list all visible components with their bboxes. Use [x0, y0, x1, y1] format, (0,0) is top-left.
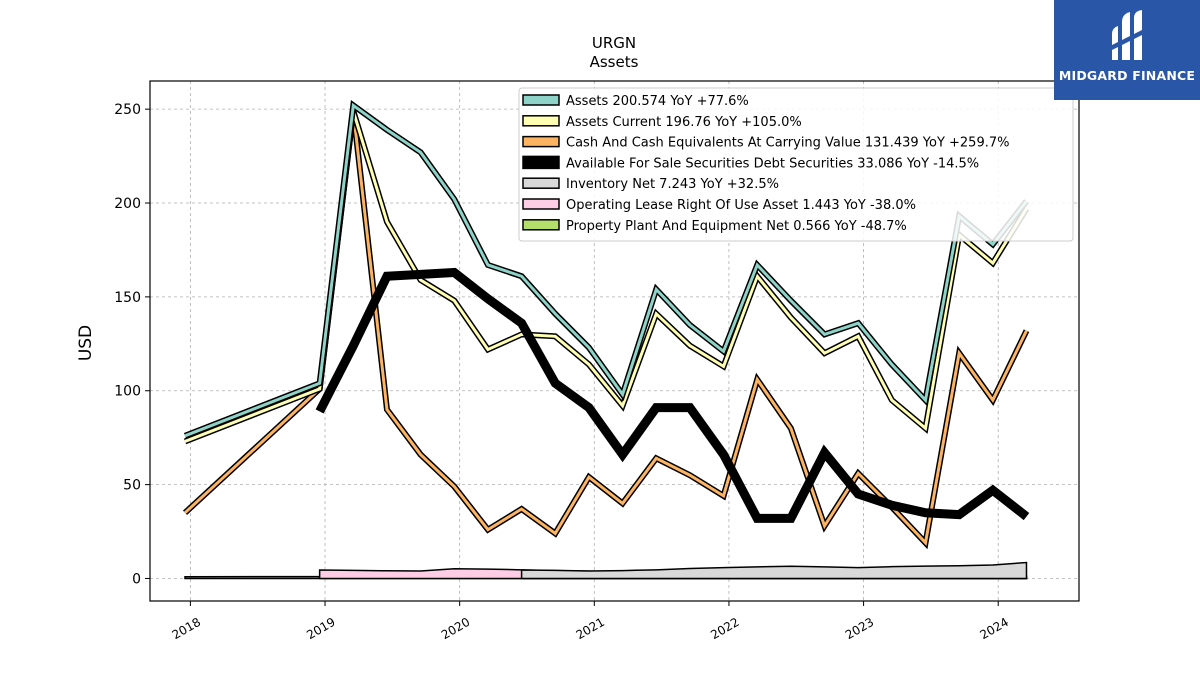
legend-item: Cash And Cash Equivalents At Carrying Va… — [522, 135, 1009, 151]
chart-title: URGN — [592, 34, 636, 52]
legend-item: Assets Current 196.76 YoY +105.0% — [522, 115, 802, 130]
y-tick-label: 250 — [114, 102, 141, 118]
series-inventory-net — [520, 561, 1028, 580]
legend-box — [518, 87, 1074, 242]
y-tick-label: 0 — [132, 571, 141, 587]
logo-mark-icon — [1110, 10, 1146, 60]
legend-swatch — [522, 135, 560, 148]
x-tick-label: 2020 — [439, 615, 472, 642]
y-tick-label: 150 — [114, 290, 141, 306]
plot-frame — [149, 80, 1080, 602]
x-tick-label: 2023 — [843, 615, 876, 642]
legend-label: Cash And Cash Equivalents At Carrying Va… — [566, 136, 1009, 151]
legend-label: Assets 200.574 YoY +77.6% — [566, 94, 749, 109]
series-assets — [183, 99, 1029, 439]
legend-swatch — [522, 198, 560, 210]
series-line — [315, 267, 1030, 523]
midgard-finance-logo: MIDGARD FINANCE — [1054, 0, 1200, 100]
y-axis-label: USD — [76, 325, 96, 361]
x-tick-label: 2024 — [977, 615, 1010, 642]
legend-label: Property Plant And Equipment Net 0.566 Y… — [566, 219, 907, 234]
x-axis: 2018 2019 2020 2021 2022 2023 2024 — [170, 601, 1011, 642]
chart-subtitle: Assets — [590, 53, 639, 71]
legend-item: Property Plant And Equipment Net 0.566 Y… — [522, 219, 907, 234]
legend-item: Inventory Net 7.243 YoY +32.5% — [522, 177, 779, 192]
legend-label: Assets Current 196.76 YoY +105.0% — [566, 115, 802, 130]
y-tick-label: 50 — [123, 478, 141, 494]
legend-swatch — [522, 219, 560, 231]
legend-item: Assets 200.574 YoY +77.6% — [522, 94, 749, 109]
legend-swatch — [522, 115, 560, 127]
x-tick-label: 2018 — [170, 615, 203, 642]
x-tick-label: 2022 — [708, 615, 741, 642]
series-area — [520, 561, 1028, 580]
y-axis: 0 50 100 150 200 250 — [114, 102, 150, 587]
x-tick-label: 2021 — [574, 615, 607, 642]
legend-label: Available For Sale Securities Debt Secur… — [566, 156, 979, 171]
series-layer — [182, 99, 1030, 580]
legend-label: Inventory Net 7.243 YoY +32.5% — [566, 177, 779, 192]
legend-swatch — [522, 94, 560, 106]
series-line — [183, 110, 1028, 547]
legend-label: Operating Lease Right Of Use Asset 1.443… — [566, 198, 916, 213]
series-assets-current — [183, 110, 1030, 445]
series-available-for-sale-securities-debt-securities — [315, 267, 1030, 523]
series-line — [184, 110, 1028, 443]
x-tick-label: 2019 — [304, 615, 337, 642]
series-line — [184, 102, 1028, 438]
legend-swatch — [522, 155, 560, 170]
y-tick-label: 200 — [114, 196, 141, 212]
legend-swatch — [522, 177, 560, 189]
series-cash-and-cash-equivalents-at-carrying-value — [182, 110, 1030, 550]
logo-text: MIDGARD FINANCE — [1058, 68, 1196, 83]
legend-item: Operating Lease Right Of Use Asset 1.443… — [522, 198, 916, 213]
legend-item: Available For Sale Securities Debt Secur… — [522, 155, 979, 171]
legend: Assets 200.574 YoY +77.6% Assets Current … — [518, 87, 1074, 242]
y-tick-label: 100 — [114, 384, 141, 400]
